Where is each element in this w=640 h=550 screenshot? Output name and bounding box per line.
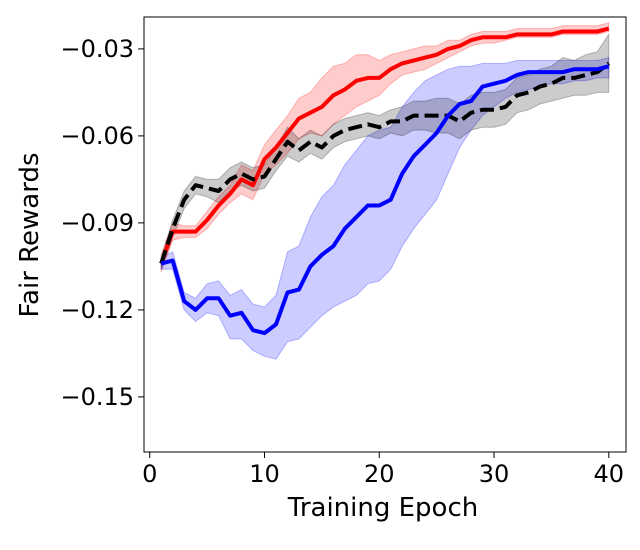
- y-tick-label-2: −0.09: [60, 209, 134, 237]
- x-tick-label-0: 0: [142, 460, 157, 488]
- y-axis-ticks: −0.03 −0.06 −0.09 −0.12 −0.15: [60, 35, 144, 411]
- line-black-dashed: [159, 61, 611, 265]
- x-tick-label-40: 40: [594, 460, 625, 488]
- band-blue: [160, 56, 610, 360]
- x-axis-title: Training Epoch: [287, 493, 478, 523]
- plot-frame: [143, 16, 627, 453]
- y-tick-label-3: −0.12: [60, 296, 134, 324]
- band-black-dashed: [160, 32, 610, 270]
- series-lines: [159, 26, 611, 336]
- x-tick-label-10: 10: [249, 460, 280, 488]
- y-axis-title: Fair Rewards: [15, 152, 45, 317]
- line-red: [159, 26, 610, 265]
- line-blue: [160, 64, 610, 336]
- y-tick-label-1: −0.06: [60, 122, 134, 150]
- y-tick-label-4: −0.15: [60, 383, 134, 411]
- x-axis-ticks: 0 10 20 30 40: [142, 452, 624, 488]
- y-tick-label-0: −0.03: [60, 35, 134, 63]
- x-tick-label-20: 20: [364, 460, 395, 488]
- x-tick-label-30: 30: [479, 460, 510, 488]
